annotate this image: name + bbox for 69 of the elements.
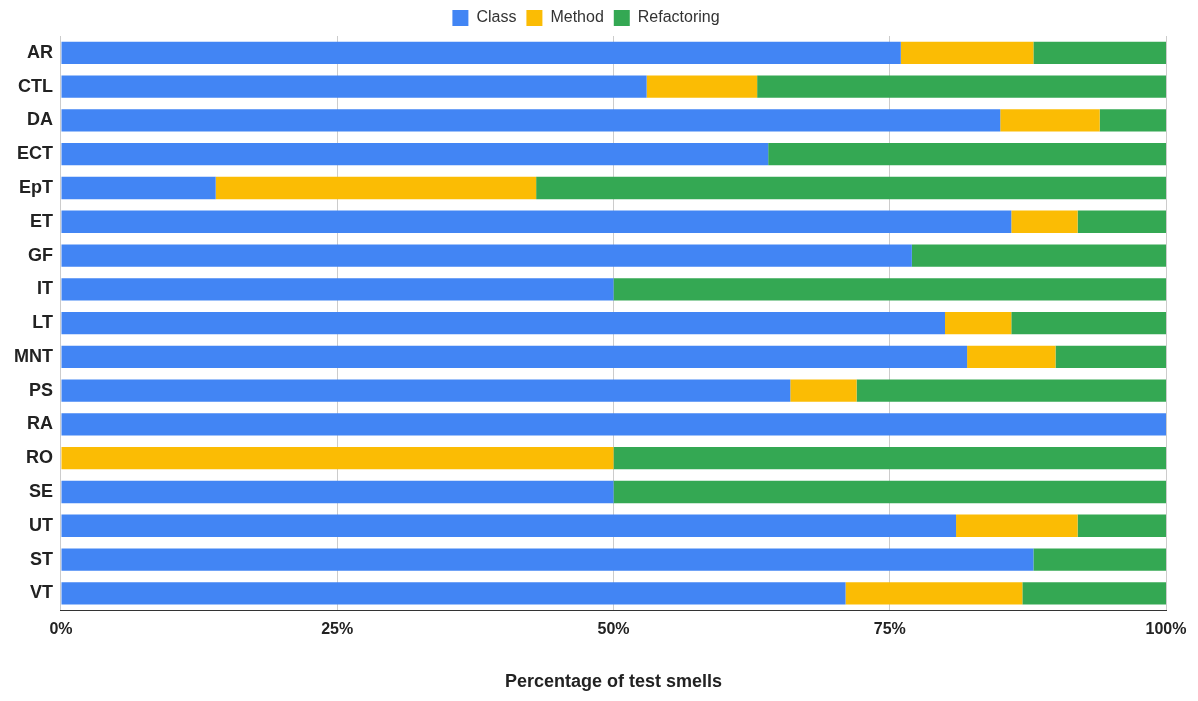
y-tick-label: IT xyxy=(36,278,53,299)
bar xyxy=(1077,514,1166,537)
y-tick-label: AR xyxy=(26,41,53,62)
bar xyxy=(61,210,1012,233)
bar xyxy=(61,176,216,200)
y-tick-label: EpT xyxy=(18,176,53,197)
legend-label: Class xyxy=(476,8,517,26)
bar xyxy=(1000,109,1100,132)
y-tick-label: SE xyxy=(28,480,53,501)
bar xyxy=(900,41,1034,65)
bar xyxy=(911,244,1166,267)
bar xyxy=(1099,109,1166,132)
bar xyxy=(61,447,614,470)
bar xyxy=(1011,210,1078,233)
y-tick-label: ST xyxy=(29,548,53,569)
bar xyxy=(856,379,1166,402)
bar xyxy=(61,109,1001,132)
bar xyxy=(845,582,1023,605)
y-tick-label: GF xyxy=(27,244,53,265)
y-tick-label: RO xyxy=(25,447,53,468)
x-tick-label: 25% xyxy=(321,620,354,638)
bar xyxy=(1077,210,1166,233)
y-tick-label: VT xyxy=(29,582,53,603)
x-tick-label: 50% xyxy=(597,620,630,638)
bar xyxy=(61,244,912,267)
bar xyxy=(61,75,647,98)
bar xyxy=(956,514,1078,537)
legend-label: Method xyxy=(550,8,604,26)
bar xyxy=(757,75,1166,98)
bar xyxy=(613,278,1166,301)
bar xyxy=(536,176,1166,200)
bar xyxy=(61,480,614,504)
bar xyxy=(1033,41,1166,65)
bar xyxy=(61,379,791,402)
bar xyxy=(768,143,1166,166)
bar xyxy=(613,447,1166,470)
bar xyxy=(61,514,957,537)
bar xyxy=(1011,311,1166,335)
bar xyxy=(646,75,758,98)
y-tick-label: ET xyxy=(29,210,53,231)
y-tick-label: ECT xyxy=(16,143,53,164)
y-tick-label: CTL xyxy=(17,75,53,96)
bar xyxy=(1055,345,1166,369)
bar xyxy=(61,582,846,605)
bar xyxy=(790,379,857,402)
x-tick-label: 100% xyxy=(1145,620,1187,638)
bar xyxy=(61,311,945,335)
bar xyxy=(1033,548,1166,571)
bar xyxy=(1022,582,1166,605)
y-tick-label: DA xyxy=(26,109,53,130)
x-tick-label: 0% xyxy=(49,620,73,638)
y-tick-label: UT xyxy=(28,514,53,535)
x-tick-label: 75% xyxy=(873,620,906,638)
legend-label: Refactoring xyxy=(637,8,720,26)
bar xyxy=(61,548,1034,571)
bar xyxy=(945,311,1012,335)
bar xyxy=(61,413,1166,436)
bar xyxy=(61,41,901,65)
bar xyxy=(61,278,614,301)
y-tick-label: LT xyxy=(32,312,53,333)
y-tick-label: PS xyxy=(28,379,53,400)
x-axis-title: Percentage of test smells xyxy=(504,671,723,692)
bar xyxy=(61,143,769,166)
bar xyxy=(215,176,537,200)
bar xyxy=(967,345,1056,369)
y-tick-label: RA xyxy=(26,413,53,434)
bar xyxy=(61,345,968,369)
bar xyxy=(613,480,1166,504)
y-tick-label: MNT xyxy=(13,345,53,366)
